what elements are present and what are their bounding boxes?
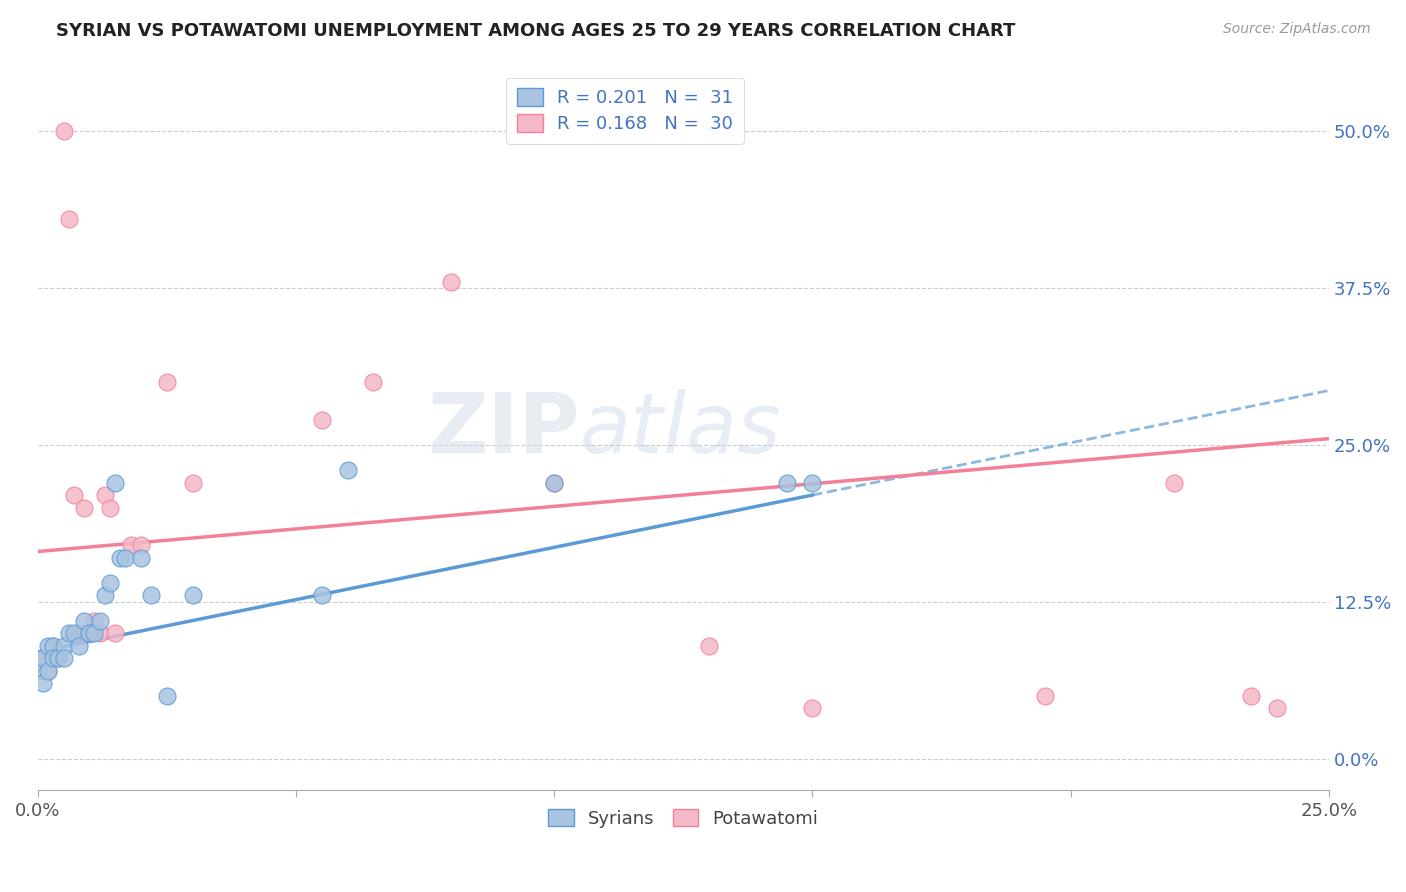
Point bbox=[83, 626, 105, 640]
Point bbox=[775, 475, 797, 490]
Point bbox=[31, 651, 53, 665]
Point bbox=[67, 639, 90, 653]
Point bbox=[543, 475, 565, 490]
Point bbox=[27, 664, 49, 678]
Point bbox=[104, 626, 127, 640]
Point bbox=[89, 626, 111, 640]
Point bbox=[63, 626, 86, 640]
Point bbox=[37, 664, 59, 678]
Point bbox=[79, 626, 101, 640]
Point bbox=[311, 589, 333, 603]
Point bbox=[37, 664, 59, 678]
Point bbox=[79, 626, 101, 640]
Point bbox=[27, 664, 49, 678]
Text: SYRIAN VS POTAWATOMI UNEMPLOYMENT AMONG AGES 25 TO 29 YEARS CORRELATION CHART: SYRIAN VS POTAWATOMI UNEMPLOYMENT AMONG … bbox=[56, 22, 1015, 40]
Point bbox=[801, 701, 824, 715]
Point bbox=[58, 626, 80, 640]
Point bbox=[52, 124, 75, 138]
Text: ZIP: ZIP bbox=[427, 389, 579, 470]
Point bbox=[31, 676, 53, 690]
Point bbox=[104, 475, 127, 490]
Point bbox=[543, 475, 565, 490]
Point bbox=[67, 626, 90, 640]
Point bbox=[363, 375, 385, 389]
Point bbox=[37, 639, 59, 653]
Point bbox=[52, 639, 75, 653]
Point bbox=[94, 589, 117, 603]
Point bbox=[1240, 689, 1263, 703]
Point bbox=[73, 614, 96, 628]
Point bbox=[42, 651, 65, 665]
Point bbox=[1163, 475, 1185, 490]
Text: atlas: atlas bbox=[579, 389, 782, 470]
Point bbox=[336, 463, 359, 477]
Point bbox=[1033, 689, 1056, 703]
Point bbox=[129, 550, 152, 565]
Point bbox=[46, 651, 69, 665]
Point bbox=[58, 212, 80, 227]
Point bbox=[181, 589, 204, 603]
Point bbox=[311, 413, 333, 427]
Point bbox=[46, 651, 69, 665]
Point bbox=[129, 538, 152, 552]
Point bbox=[156, 689, 179, 703]
Point bbox=[141, 589, 163, 603]
Point bbox=[83, 614, 105, 628]
Point bbox=[697, 639, 720, 653]
Point bbox=[1265, 701, 1288, 715]
Point bbox=[42, 639, 65, 653]
Text: Source: ZipAtlas.com: Source: ZipAtlas.com bbox=[1223, 22, 1371, 37]
Point bbox=[440, 275, 463, 289]
Point bbox=[156, 375, 179, 389]
Point bbox=[98, 575, 121, 590]
Legend: Syrians, Potawatomi: Syrians, Potawatomi bbox=[541, 802, 825, 835]
Point bbox=[63, 488, 86, 502]
Point bbox=[94, 488, 117, 502]
Point bbox=[801, 475, 824, 490]
Point bbox=[52, 651, 75, 665]
Point bbox=[42, 639, 65, 653]
Point bbox=[98, 500, 121, 515]
Point bbox=[110, 550, 132, 565]
Point bbox=[89, 614, 111, 628]
Point bbox=[31, 651, 53, 665]
Point bbox=[120, 538, 142, 552]
Point bbox=[181, 475, 204, 490]
Point bbox=[114, 550, 136, 565]
Point bbox=[73, 500, 96, 515]
